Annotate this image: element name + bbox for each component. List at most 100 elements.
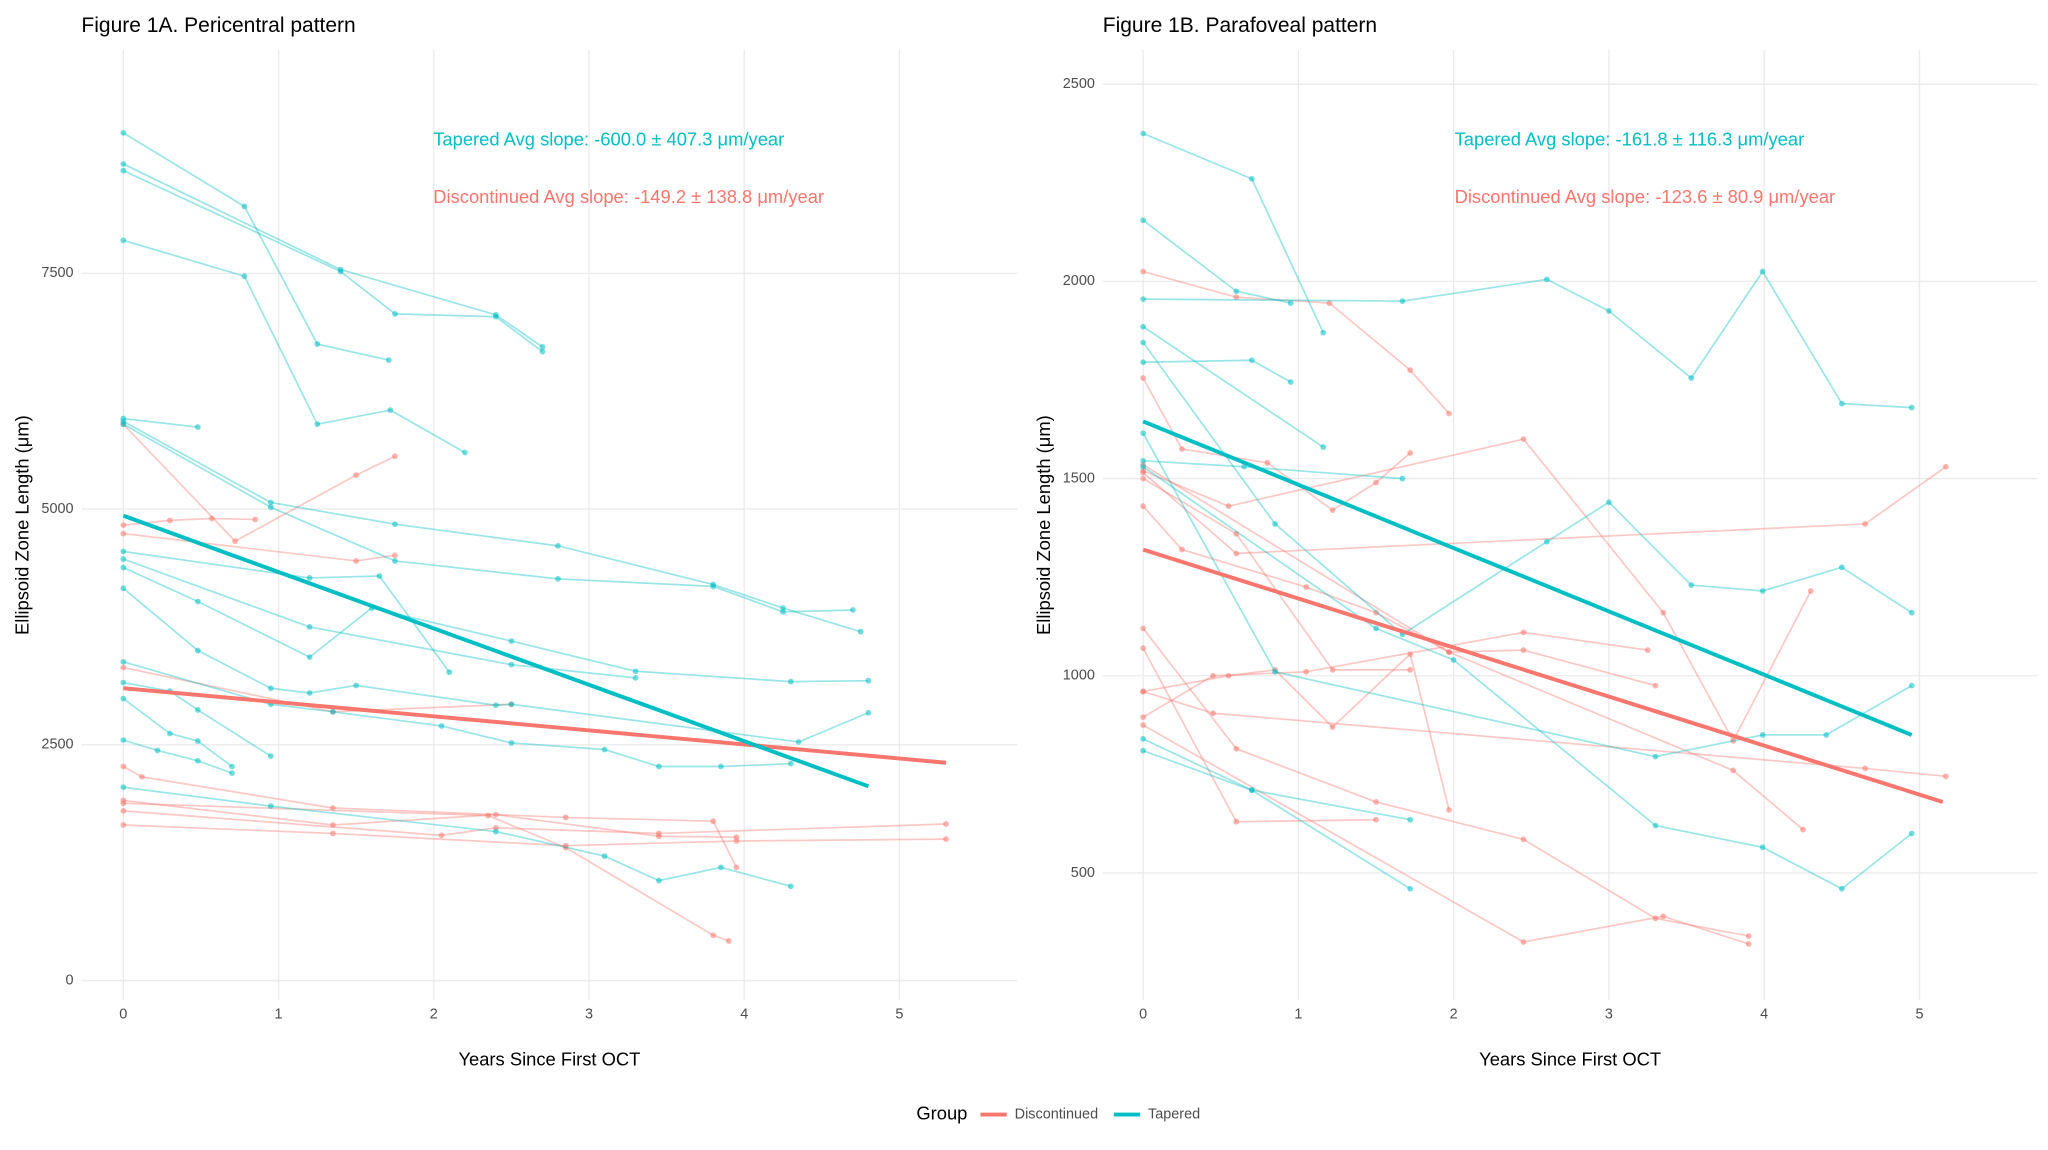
- annotation: Discontinued Avg slope: -123.6 ± 80.9 μm…: [1455, 186, 1836, 207]
- subject-point: [139, 773, 145, 780]
- subject-point: [1862, 521, 1869, 527]
- subject-line: [1142, 464, 1804, 831]
- x-tick-label: 3: [585, 1007, 593, 1023]
- subject-point: [232, 538, 238, 545]
- subject-point: [1320, 329, 1327, 336]
- y-tick-label: 2500: [41, 737, 73, 753]
- subject-point: [1652, 822, 1659, 829]
- subject-point: [1326, 300, 1333, 306]
- subject-point: [167, 517, 173, 524]
- subject-point: [787, 883, 794, 890]
- subject-line: [122, 697, 233, 768]
- subject-point: [1520, 436, 1527, 443]
- subject-point: [194, 707, 201, 713]
- subject-point: [446, 669, 453, 676]
- y-axis-label: Ellipsoid Zone Length (μm): [12, 415, 33, 635]
- subject-point: [229, 770, 235, 776]
- panel: 500 1000 1500 2000 2500 0 1 2 3 4 5 Figure 1B. Para…: [1033, 14, 2038, 1070]
- subject-point: [508, 638, 515, 644]
- subject-point: [492, 828, 499, 835]
- subject-point: [1407, 450, 1414, 456]
- subject-point: [194, 738, 201, 744]
- subject-point: [1272, 668, 1279, 675]
- subject-point: [229, 763, 235, 770]
- subject-point: [1233, 294, 1240, 301]
- subject-point: [1303, 584, 1310, 590]
- subject-point: [1272, 521, 1279, 527]
- subject-point: [120, 800, 127, 807]
- subject-point: [562, 814, 569, 821]
- subject-point: [306, 654, 313, 661]
- subject-point: [1225, 672, 1232, 679]
- subject-point: [1407, 367, 1414, 374]
- subject-point: [194, 757, 201, 764]
- subject-point: [1759, 844, 1766, 851]
- x-axis-label: Years Since First OCT: [1479, 1049, 1661, 1070]
- x-tick-label: 4: [1760, 1007, 1768, 1023]
- legend: Group Discontinued Tapered: [916, 1102, 1200, 1123]
- subject-point: [120, 585, 127, 592]
- subject-point: [1140, 503, 1147, 510]
- subject-point: [1730, 767, 1737, 774]
- subject-point: [252, 516, 259, 523]
- subject-point: [1688, 582, 1695, 588]
- subject-point: [387, 407, 394, 413]
- subject-point: [385, 357, 392, 363]
- subject-line: [123, 550, 450, 673]
- subject-point: [1660, 913, 1667, 920]
- subject-point: [865, 677, 872, 684]
- subject-point: [1210, 710, 1216, 717]
- subject-point: [438, 723, 445, 729]
- subject-point: [1373, 479, 1379, 486]
- subject-point: [655, 830, 662, 837]
- subject-point: [1908, 830, 1915, 837]
- subject-point: [120, 556, 127, 562]
- subject-point: [1329, 724, 1336, 730]
- subject-point: [1908, 609, 1915, 616]
- subject-point: [1140, 747, 1147, 754]
- subject-line: [123, 417, 198, 428]
- subject-point: [601, 746, 608, 753]
- subject-point: [1179, 446, 1185, 452]
- annotation: Tapered Avg slope: -600.0 ± 407.3 μm/yea…: [433, 128, 784, 149]
- subject-point: [1140, 645, 1147, 652]
- subject-line: [1142, 432, 1913, 758]
- subject-point: [1287, 300, 1294, 306]
- subject-point: [120, 167, 127, 174]
- subject-line: [1143, 269, 1912, 409]
- y-tick-label: 5000: [41, 501, 73, 517]
- panel: 0 2500 5000 7500 0 1 2 3 4 5 Figure 1A. Pericentra…: [12, 14, 1018, 1070]
- subject-point: [1320, 444, 1327, 450]
- subject-line: [1142, 466, 1947, 555]
- subject-point: [1446, 806, 1452, 813]
- subject-point: [461, 449, 468, 456]
- subject-point: [733, 864, 740, 871]
- x-tick-label: 0: [119, 1007, 127, 1023]
- y-axis-label: Ellipsoid Zone Length (μm): [1033, 415, 1054, 635]
- y-tick-label: 2500: [1063, 76, 1095, 92]
- subject-point: [1225, 503, 1232, 510]
- panel-title: Figure 1B. Parafoveal pattern: [1103, 14, 1377, 37]
- trend-line: [123, 686, 947, 765]
- x-tick-label: 2: [1450, 1007, 1458, 1023]
- subject-point: [1140, 469, 1147, 476]
- subject-point: [306, 575, 313, 581]
- subject-point: [508, 701, 515, 708]
- x-tick-label: 4: [740, 1007, 748, 1023]
- subject-point: [1838, 885, 1845, 892]
- subject-point: [1759, 588, 1766, 594]
- subject-point: [555, 542, 561, 549]
- subject-point: [194, 647, 201, 654]
- subject-point: [1520, 647, 1527, 654]
- subject-point: [710, 818, 717, 825]
- subject-line: [122, 566, 869, 683]
- subject-point: [208, 515, 215, 522]
- subject-point: [1543, 538, 1550, 545]
- y-tick-label: 0: [66, 972, 74, 988]
- subject-point: [241, 273, 248, 280]
- subject-point: [120, 695, 127, 702]
- subject-point: [1140, 688, 1147, 695]
- subject-point: [353, 682, 360, 689]
